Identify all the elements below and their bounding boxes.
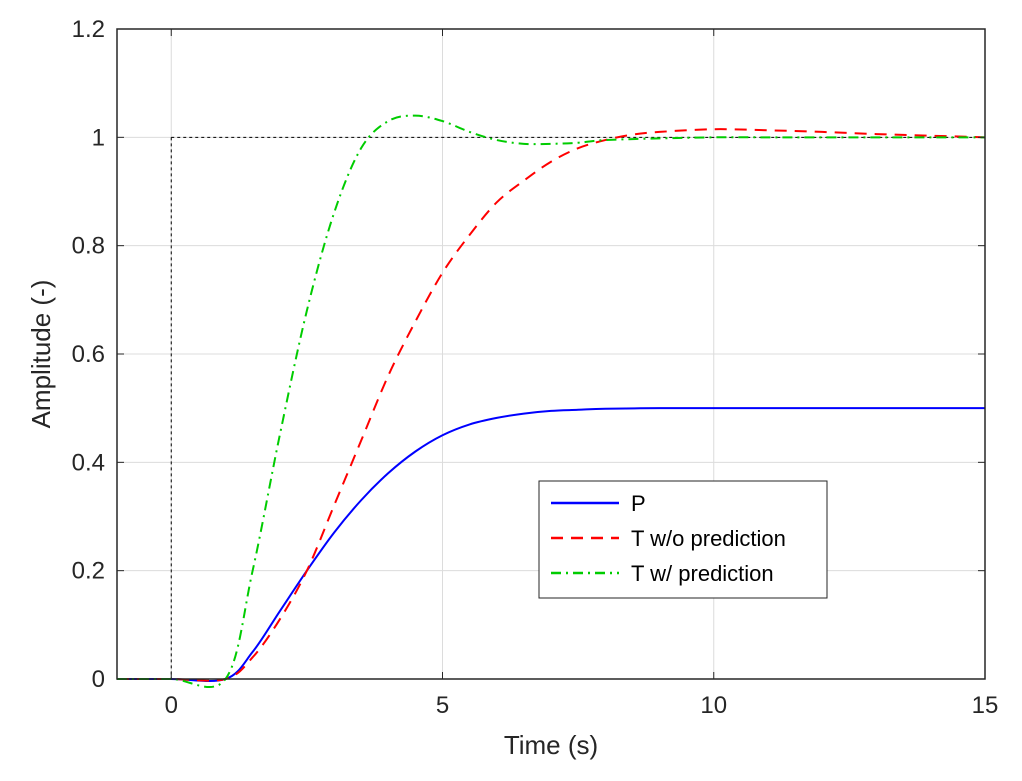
x-tick-label: 0	[165, 692, 178, 719]
y-tick-label: 0.8	[72, 233, 105, 260]
series-line-2	[117, 114, 985, 689]
y-tick-label: 0	[92, 666, 105, 693]
series-line-0	[117, 407, 985, 682]
series-lines	[117, 114, 986, 689]
legend-label: T w/ prediction	[631, 561, 774, 586]
y-axis-label: Amplitude (-)	[26, 280, 56, 429]
legend-label: P	[631, 491, 646, 516]
legend-label: T w/o prediction	[631, 526, 786, 551]
x-tick-label: 10	[700, 692, 727, 719]
y-tick-label: 0.2	[72, 558, 105, 585]
x-axis-label: Time (s)	[504, 730, 598, 760]
legend-box	[538, 480, 828, 599]
y-tick-label: 1.2	[72, 16, 105, 43]
y-tick-label: 0.6	[72, 341, 105, 368]
legend: P T w/o prediction T w/ prediction	[538, 480, 828, 599]
x-tick-label: 5	[436, 692, 449, 719]
series-line-1	[117, 128, 986, 682]
y-tick-label: 0.4	[72, 449, 105, 476]
y-tick-label: 1	[92, 124, 105, 151]
axis-ticks: 0 5 10 15 0 0.2 0.4 0.6 0.8 1 1.2	[72, 16, 999, 719]
x-tick-label: 15	[972, 692, 999, 719]
